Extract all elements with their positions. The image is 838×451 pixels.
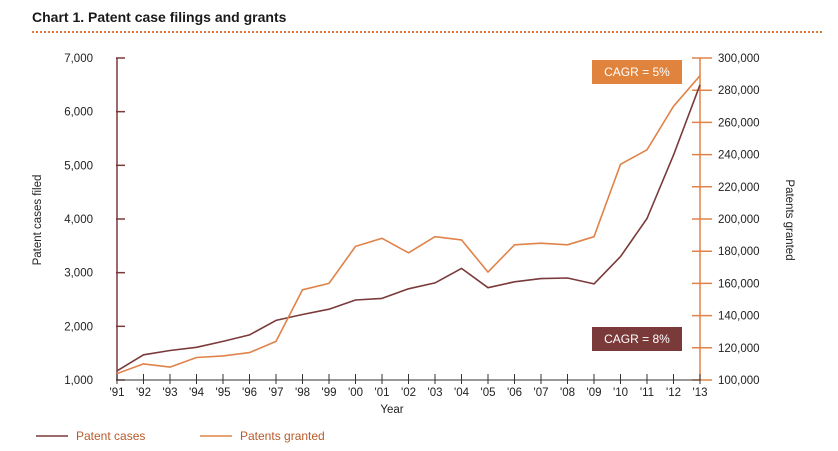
y-right-tick-label: 280,000 — [718, 85, 760, 97]
y-right-tick-label: 120,000 — [718, 343, 760, 355]
y-right-tick-label: 140,000 — [718, 311, 760, 323]
y-right-tick-label: 180,000 — [718, 246, 760, 258]
legend: Patent cases Patents granted — [36, 429, 325, 443]
x-tick-label: '96 — [242, 387, 257, 399]
y-right-tick-label: 260,000 — [718, 117, 760, 129]
legend-label: Patent cases — [76, 429, 145, 443]
cagr-badge-1: CAGR = 5% — [592, 60, 682, 84]
y-axis-left-title: Patent cases filed — [32, 175, 44, 266]
x-tick-label: '98 — [295, 387, 310, 399]
y-left-tick-label: 3,000 — [64, 268, 93, 280]
y-left-tick-label: 1,000 — [64, 375, 93, 387]
y-right-tick-label: 240,000 — [718, 150, 760, 162]
x-tick-label: '91 — [110, 387, 125, 399]
x-tick-label: '94 — [189, 387, 205, 399]
x-tick-label: '04 — [454, 387, 470, 399]
x-tick-label: '01 — [375, 387, 390, 399]
x-tick-label: '09 — [587, 387, 602, 399]
x-tick-label: '13 — [693, 387, 708, 399]
x-tick-label: '02 — [401, 387, 416, 399]
y-left-tick-label: 2,000 — [64, 321, 93, 333]
y-right-tick-label: 160,000 — [718, 278, 760, 290]
x-axis-title: Year — [380, 404, 403, 416]
y-right-tick-label: 300,000 — [718, 53, 760, 65]
x-tick-label: '05 — [481, 387, 496, 399]
y-axis-right-title: Patents granted — [783, 179, 795, 260]
x-tick-label: '12 — [666, 387, 681, 399]
y-left-tick-label: 5,000 — [64, 160, 93, 172]
legend-item-patents-granted: Patents granted — [200, 429, 325, 443]
x-tick-label: '03 — [428, 387, 443, 399]
y-right-tick-label: 220,000 — [718, 182, 760, 194]
legend-item-patent-cases: Patent cases — [36, 429, 145, 443]
cagr-badge-text: CAGR = 8% — [604, 332, 670, 346]
x-tick-label: '11 — [640, 387, 654, 399]
x-tick-label: '92 — [136, 387, 151, 399]
y-left-tick-label: 7,000 — [64, 53, 93, 65]
y-left-tick-label: 4,000 — [64, 214, 93, 226]
x-tick-label: '08 — [560, 387, 575, 399]
x-tick-label: '06 — [507, 387, 522, 399]
x-tick-label: '07 — [534, 387, 549, 399]
y-right-tick-label: 200,000 — [718, 214, 760, 226]
x-tick-label: '00 — [348, 387, 363, 399]
x-tick-label: '10 — [613, 387, 628, 399]
x-tick-label: '97 — [269, 387, 284, 399]
x-tick-label: '95 — [216, 387, 231, 399]
x-tick-label: '93 — [163, 387, 178, 399]
x-tick-label: '99 — [322, 387, 337, 399]
cagr-badge-text: CAGR = 5% — [604, 65, 670, 79]
y-right-tick-label: 100,000 — [718, 375, 760, 387]
legend-label: Patents granted — [240, 429, 325, 443]
cagr-badge-2: CAGR = 8% — [592, 327, 682, 351]
y-left-tick-label: 6,000 — [64, 107, 93, 119]
